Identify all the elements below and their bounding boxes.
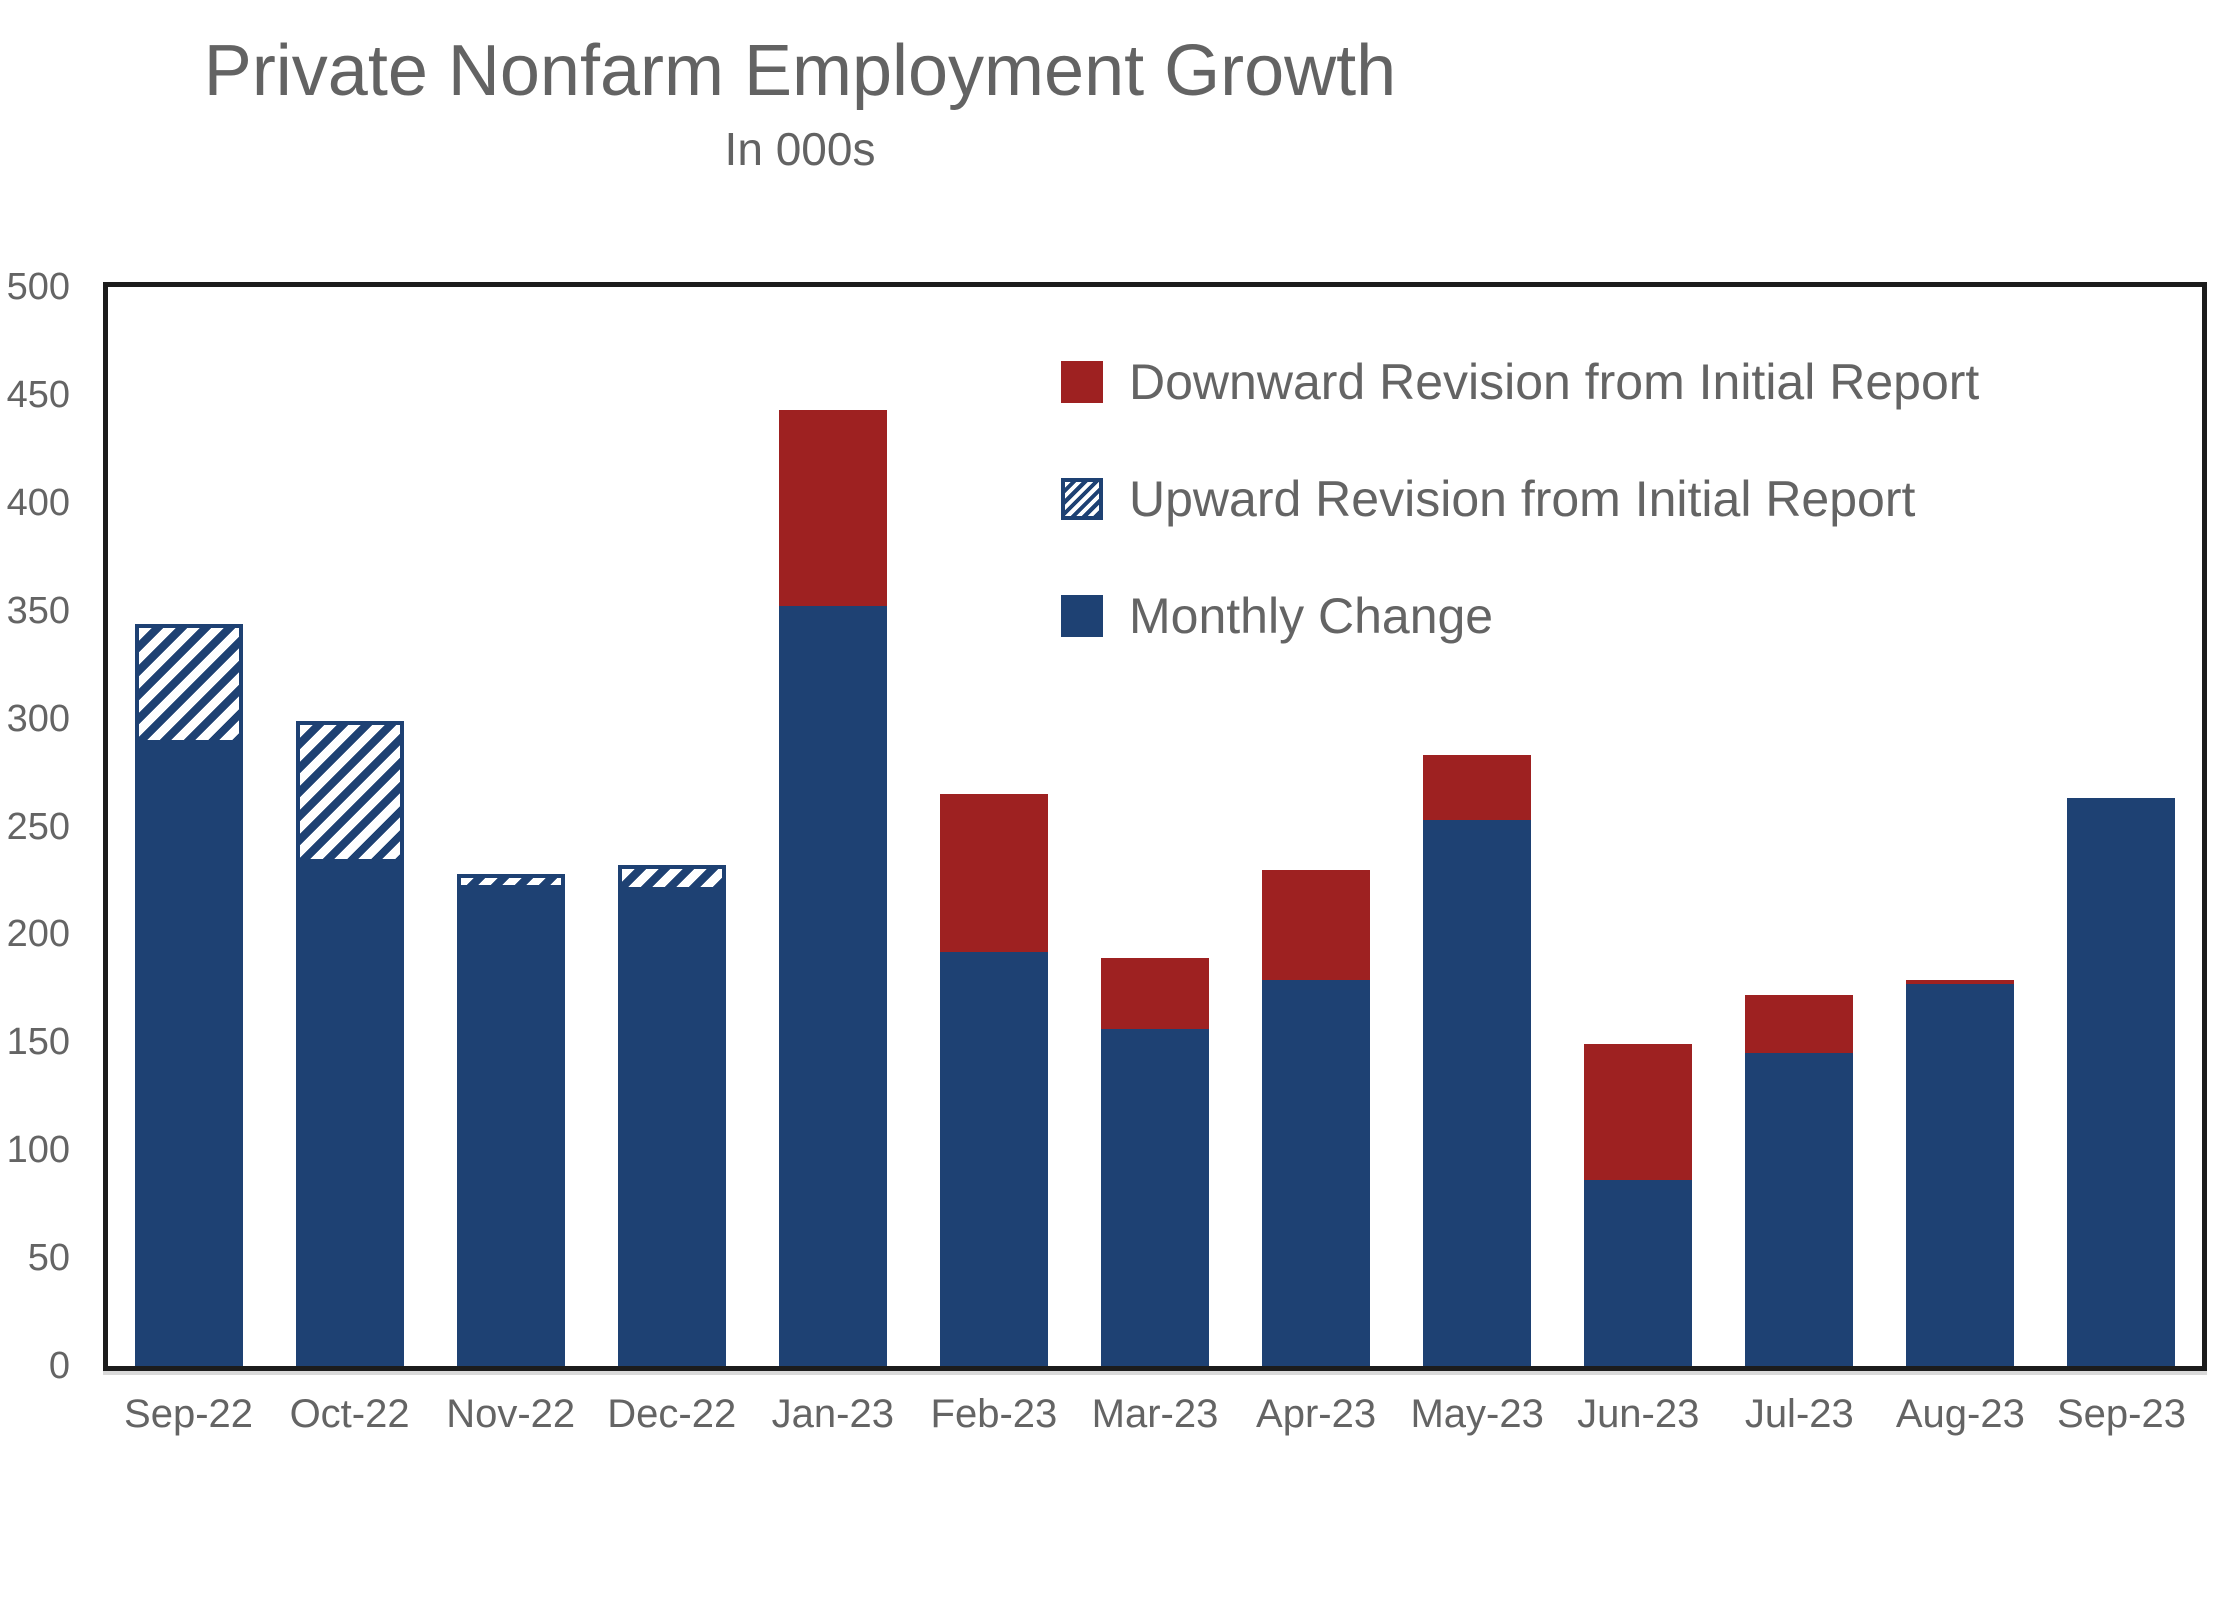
x-axis-label-Sep-23: Sep-23 xyxy=(2056,1392,2186,1436)
bar-upward-revision-Nov-22 xyxy=(456,873,565,890)
legend-item-monthly-change: Monthly Change xyxy=(1061,588,1979,644)
y-axis-tick-label-450: 450 xyxy=(6,373,70,416)
bar-downward-revision-Apr-23 xyxy=(1262,869,1371,980)
upward-revision-swatch-icon xyxy=(1061,478,1103,520)
y-axis-tick-label-150: 150 xyxy=(6,1021,70,1064)
chart-title: Private Nonfarm Employment Growth xyxy=(203,31,1397,111)
x-axis-label-Jan-23: Jan-23 xyxy=(771,1392,894,1436)
bar-monthly-change-May-23 xyxy=(1423,820,1532,1366)
y-axis-tick-label-200: 200 xyxy=(6,913,70,956)
y-axis-tick-label-50: 50 xyxy=(27,1237,70,1280)
legend-label-downward-revision: Downward Revision from Initial Report xyxy=(1129,354,1980,410)
bar-monthly-change-Apr-23 xyxy=(1262,979,1371,1366)
x-axis-label-Jun-23: Jun-23 xyxy=(1577,1392,1700,1436)
x-axis-label-Feb-23: Feb-23 xyxy=(930,1392,1058,1436)
x-axis-label-Aug-23: Aug-23 xyxy=(1895,1392,2025,1436)
y-axis-tick-label-0: 0 xyxy=(48,1345,70,1387)
bar-monthly-change-Oct-22 xyxy=(295,863,404,1366)
bar-downward-revision-Jul-23 xyxy=(1745,994,1854,1054)
x-axis-label-Dec-22: Dec-22 xyxy=(607,1392,737,1436)
bar-upward-revision-Dec-22 xyxy=(617,865,726,892)
bar-monthly-change-Aug-23 xyxy=(1906,984,2015,1366)
bar-downward-revision-Mar-23 xyxy=(1101,958,1209,1030)
legend-label-monthly-change: Monthly Change xyxy=(1129,588,1494,644)
y-axis-tick-label-100: 100 xyxy=(6,1129,70,1172)
bar-monthly-change-Sep-23 xyxy=(2067,798,2176,1366)
legend: Downward Revision from Initial Report Up… xyxy=(1061,354,1979,712)
y-axis-tick-label-350: 350 xyxy=(6,589,70,632)
bar-downward-revision-Jun-23 xyxy=(1584,1044,1693,1181)
bar-monthly-change-Mar-23 xyxy=(1101,1029,1209,1366)
x-axis-label-Nov-22: Nov-22 xyxy=(446,1392,576,1436)
x-axis-label-Sep-22: Sep-22 xyxy=(124,1392,254,1436)
x-axis-label-May-23: May-23 xyxy=(1410,1392,1544,1436)
y-axis-tick-label-400: 400 xyxy=(6,481,70,524)
bar-downward-revision-Feb-23 xyxy=(939,794,1048,952)
x-axis-label-Oct-22: Oct-22 xyxy=(289,1392,410,1436)
y-axis-tick-label-300: 300 xyxy=(6,697,70,740)
bar-downward-revision-Aug-23 xyxy=(1906,979,2015,985)
bar-monthly-change-Nov-22 xyxy=(456,889,565,1366)
bar-monthly-change-Dec-22 xyxy=(617,891,726,1366)
legend-item-downward-revision: Downward Revision from Initial Report xyxy=(1061,354,1979,410)
y-axis-tick-label-250: 250 xyxy=(6,805,70,848)
x-axis-label-Jul-23: Jul-23 xyxy=(1744,1392,1854,1436)
x-axis-label-Mar-23: Mar-23 xyxy=(1091,1392,1219,1436)
bar-monthly-change-Jun-23 xyxy=(1584,1180,1693,1366)
bar-monthly-change-Jan-23 xyxy=(778,606,887,1366)
bar-upward-revision-Oct-22 xyxy=(295,720,404,864)
bar-monthly-change-Feb-23 xyxy=(939,951,1048,1366)
legend-label-upward-revision: Upward Revision from Initial Report xyxy=(1129,471,1916,527)
bar-monthly-change-Jul-23 xyxy=(1745,1053,1854,1366)
bar-monthly-change-Sep-22 xyxy=(134,744,243,1366)
chart-subtitle: In 000s xyxy=(724,123,876,175)
monthly-change-swatch-icon xyxy=(1061,595,1103,637)
bar-downward-revision-May-23 xyxy=(1423,755,1532,821)
bar-upward-revision-Sep-22 xyxy=(134,623,243,745)
bar-downward-revision-Jan-23 xyxy=(778,410,887,607)
legend-item-upward-revision: Upward Revision from Initial Report xyxy=(1061,471,1979,527)
downward-revision-swatch-icon xyxy=(1061,361,1103,403)
x-axis-label-Apr-23: Apr-23 xyxy=(1256,1392,1377,1436)
y-axis-tick-label-500: 500 xyxy=(6,266,70,308)
